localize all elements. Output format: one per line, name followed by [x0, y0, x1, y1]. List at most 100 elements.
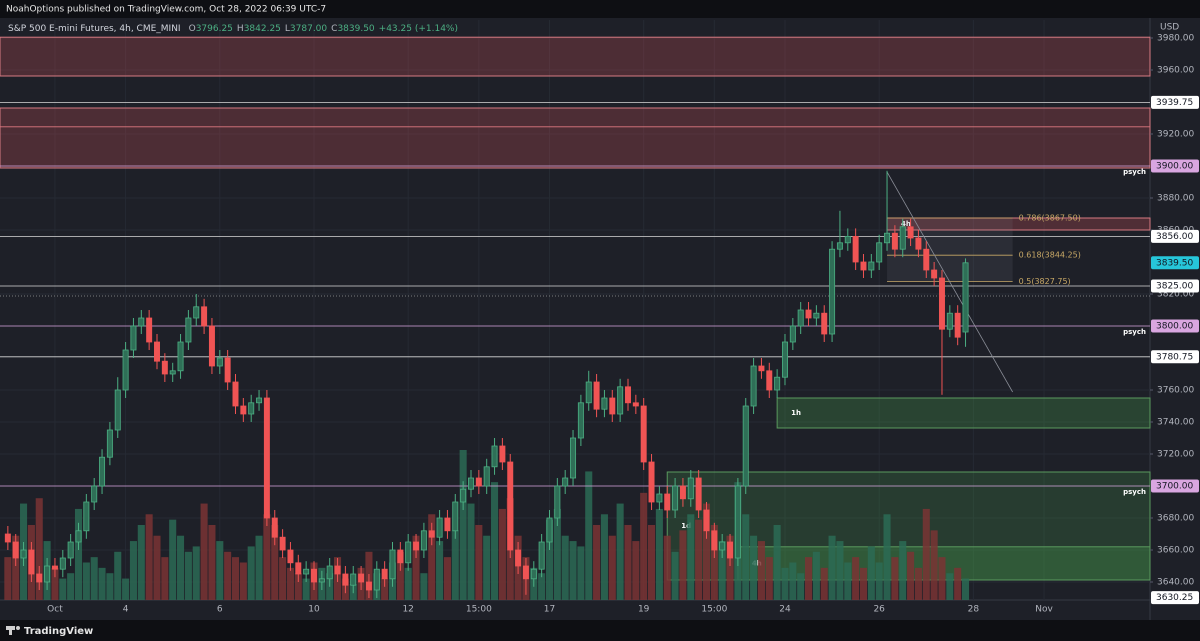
price-line-label: 3900.00	[1156, 162, 1193, 172]
volume-bar	[67, 573, 75, 600]
price-line-box	[1151, 159, 1199, 173]
legend-key: C	[331, 24, 337, 34]
axes: 3980.003960.003920.003880.003860.003820.…	[47, 34, 1199, 615]
price-line-box	[1151, 350, 1199, 364]
price-line-note: psych	[1123, 168, 1146, 176]
candle-body	[774, 376, 781, 391]
brand: TradingView	[24, 626, 93, 637]
candle-body	[703, 509, 710, 532]
volume-bar	[820, 567, 828, 600]
volume-bar	[750, 535, 758, 600]
candle-body	[389, 549, 396, 580]
volume-bar	[687, 514, 695, 600]
candle-body	[318, 578, 325, 583]
price-line-box	[1151, 319, 1199, 333]
legend-key: H	[237, 24, 244, 34]
candle-body	[452, 501, 459, 532]
volume-bar	[757, 541, 765, 600]
candle-body	[954, 312, 961, 338]
candle-body	[546, 517, 553, 543]
candle-body	[146, 317, 153, 343]
candle-body	[279, 536, 286, 551]
volume-bar	[624, 525, 632, 600]
candle-body	[805, 309, 812, 319]
volume-bar	[208, 525, 216, 600]
candle-body	[679, 485, 686, 500]
candle-body	[844, 235, 851, 244]
x-tick-label: 10	[308, 605, 320, 615]
volume-bar	[294, 573, 302, 600]
volume-bar	[271, 525, 279, 600]
candle-body	[522, 565, 529, 580]
volume-bar	[74, 508, 83, 600]
y-tick-label: 3740.00	[1157, 418, 1194, 428]
volume-bar	[702, 503, 711, 600]
x-tick-label: 4	[123, 605, 129, 615]
volume-bar	[177, 535, 185, 600]
price-line-label: 3825.00	[1156, 282, 1193, 292]
candle-body	[491, 445, 498, 468]
candle-body	[797, 309, 804, 327]
candle-body	[530, 568, 537, 580]
volume-bar	[412, 535, 420, 600]
y-tick-label: 3920.00	[1157, 130, 1194, 140]
candle-body	[67, 541, 74, 559]
legend-key: L	[285, 24, 290, 34]
y-tick-label: 3720.00	[1157, 450, 1194, 460]
y-tick-label: 3760.00	[1157, 386, 1194, 396]
volume-bar	[844, 562, 852, 600]
candle-body	[884, 232, 891, 244]
candle-body	[44, 565, 51, 583]
volume-bar	[671, 551, 679, 600]
x-tick-label: 12	[402, 605, 413, 615]
candle-body	[711, 530, 718, 551]
volume-bar	[593, 525, 601, 600]
candle-body	[20, 549, 27, 559]
candle-body	[640, 405, 647, 463]
volume-bar	[852, 557, 860, 600]
volume-bar	[491, 482, 499, 600]
price-line-box	[1151, 229, 1199, 243]
candle-body	[138, 317, 145, 327]
candle-body	[907, 226, 914, 239]
candle-body	[656, 493, 663, 503]
candle-body	[781, 341, 788, 378]
volume-bar	[436, 541, 444, 600]
volume-bar	[396, 551, 404, 600]
candle-body	[303, 568, 310, 575]
candle-body	[836, 242, 843, 250]
candle-body	[373, 568, 380, 591]
candle-body	[624, 386, 631, 404]
low-marker-box	[1151, 591, 1199, 605]
volume-bar	[812, 551, 820, 600]
volume-bar	[255, 535, 263, 600]
price-line-label: 3800.00	[1156, 322, 1193, 332]
candle-body	[240, 405, 247, 415]
candle-body	[405, 541, 412, 564]
volume-bar	[475, 525, 483, 600]
volume-bar	[239, 562, 247, 600]
legend-value: 3787.00	[290, 24, 327, 34]
legend-key: O	[189, 24, 196, 34]
candle-body	[444, 517, 451, 532]
candle-body	[648, 461, 655, 503]
volume-bar	[679, 530, 687, 600]
volume-bar	[114, 551, 122, 600]
candle-body	[687, 477, 694, 500]
price-line-label: 3780.75	[1156, 352, 1193, 362]
volume-bar	[930, 530, 938, 600]
volume-bar	[648, 525, 656, 600]
volume-bar	[569, 541, 577, 600]
publisher-line: NoahOptions published on TradingView.com…	[6, 5, 326, 15]
candle-body	[585, 381, 592, 404]
volume-bar	[907, 551, 915, 600]
volume-bar	[247, 546, 255, 600]
candle-body	[59, 557, 66, 570]
volume-bar	[286, 567, 294, 600]
candle-body	[829, 248, 836, 335]
y-tick-label: 3680.00	[1157, 514, 1194, 524]
candle-body	[99, 456, 106, 487]
candle-body	[727, 541, 734, 559]
volume-bar	[781, 567, 789, 600]
